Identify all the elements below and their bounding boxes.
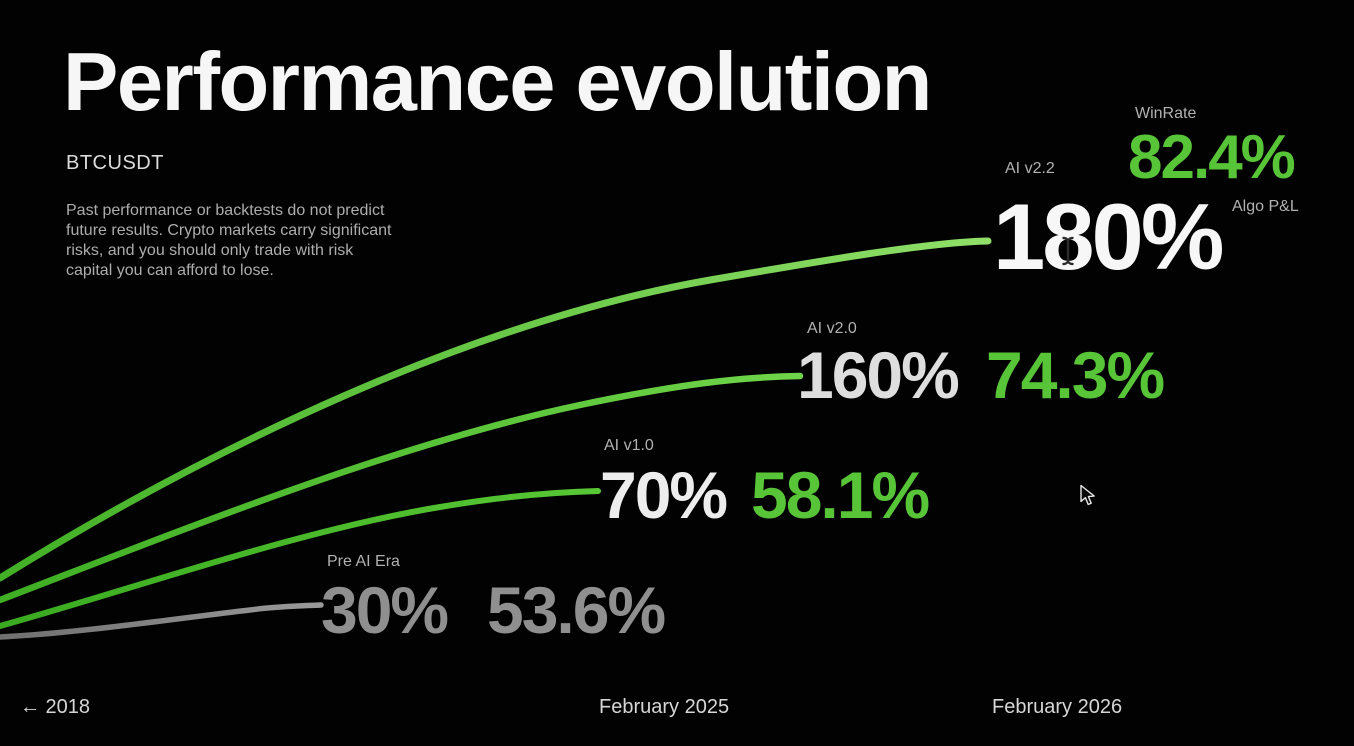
pnl-value-pre-ai-era: 30%	[321, 573, 449, 647]
curve-ai-v2-0	[0, 372, 804, 604]
curve-ai-v2-2	[0, 237, 992, 582]
page-title: Performance evolution	[63, 35, 932, 128]
symbol-label: BTCUSDT	[66, 152, 164, 174]
mouse-pointer-cursor	[1080, 484, 1095, 506]
winrate-value-ai-v1-0: 58.1%	[751, 458, 930, 532]
x-axis-tick-feb-2026: February 2026	[992, 696, 1123, 718]
algo-pnl-column-label: Algo P&L	[1232, 198, 1299, 215]
winrate-column-label: WinRate	[1135, 105, 1197, 122]
pnl-value-ai-v2-2: 180%	[993, 184, 1224, 289]
disclaimer-text: Past performance or backtests do not pre…	[66, 202, 392, 279]
text-ibeam-cursor	[1062, 236, 1074, 266]
series-label-ai-v1-0: AI v1.0	[604, 437, 654, 454]
winrate-value-ai-v2-2: 82.4%	[1128, 123, 1296, 192]
series-label-ai-v2-2: AI v2.2	[1005, 160, 1055, 177]
curve-pre-ai-era	[0, 602, 324, 640]
x-axis-tick-feb-2025: February 2025	[599, 696, 730, 718]
curve-ai-v1-0	[0, 488, 601, 629]
x-axis-tick-2018: ← 2018	[20, 696, 91, 718]
series-label-pre-ai-era: Pre AI Era	[327, 553, 400, 570]
winrate-value-ai-v2-0: 74.3%	[986, 338, 1165, 412]
pnl-value-ai-v1-0: 70%	[600, 458, 728, 532]
series-label-ai-v2-0: AI v2.0	[807, 320, 857, 337]
pnl-value-ai-v2-0: 160%	[797, 338, 960, 412]
winrate-value-pre-ai-era: 53.6%	[487, 573, 666, 647]
